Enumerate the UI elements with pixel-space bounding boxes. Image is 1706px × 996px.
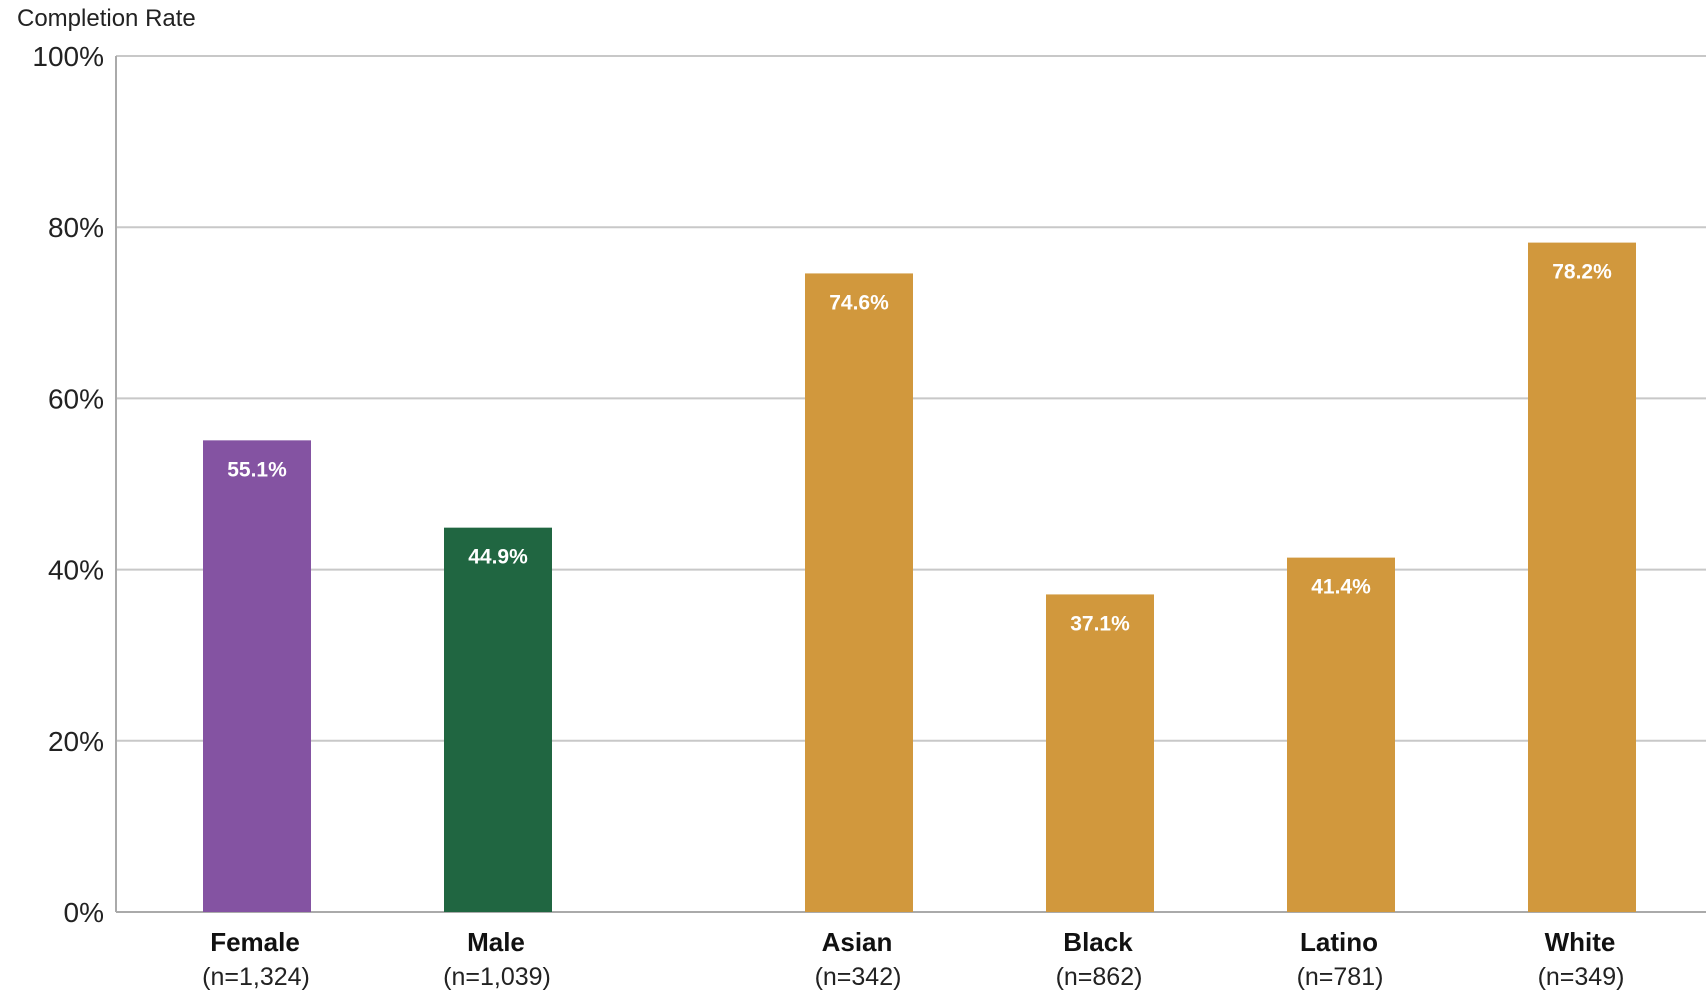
bar-value-label: 74.6% [829, 291, 889, 314]
bar-black [1046, 594, 1154, 912]
bar-value-label: 37.1% [1070, 612, 1130, 635]
category-label: Male [467, 927, 525, 957]
category-sample-size: (n=1,324) [202, 963, 310, 991]
y-tick-label: 60% [48, 383, 104, 414]
bar-value-label: 44.9% [468, 546, 528, 569]
category-sample-size: (n=1,039) [443, 963, 551, 991]
bar-asian [805, 273, 913, 912]
bar-value-label: 78.2% [1552, 261, 1612, 284]
bar-female [203, 440, 311, 912]
bar-white [1528, 242, 1636, 912]
bar-latino [1287, 557, 1395, 912]
category-label: Asian [822, 927, 893, 957]
category-sample-size: (n=342) [815, 963, 902, 991]
y-tick-label: 40% [48, 555, 104, 586]
category-label: Latino [1300, 927, 1378, 957]
category-sample-size: (n=862) [1056, 963, 1143, 991]
y-axis-title: Completion Rate [17, 5, 196, 32]
bars: 55.1% 44.9% 74.6% 37.1% 41.4% 78.2% [203, 242, 1636, 912]
y-tick-label: 20% [48, 726, 104, 757]
category-label: White [1545, 927, 1616, 957]
category-sample-size: (n=349) [1538, 963, 1625, 991]
bar-male [444, 527, 552, 912]
y-tick-label: 0% [64, 897, 104, 928]
category-label: Black [1063, 927, 1133, 957]
y-tick-label: 80% [48, 212, 104, 243]
y-tick-label: 100% [32, 41, 104, 72]
category-labels: Female (n=1,324) Male (n=1,039) Asian (n=342)… [202, 927, 1624, 991]
category-label: Female [210, 927, 300, 957]
category-sample-size: (n=781) [1297, 963, 1384, 991]
bar-value-label: 41.4% [1311, 576, 1371, 599]
y-axis-ticks: 0% 20% 40% 60% 80% 100% [32, 41, 104, 928]
bar-value-label: 55.1% [227, 458, 287, 481]
